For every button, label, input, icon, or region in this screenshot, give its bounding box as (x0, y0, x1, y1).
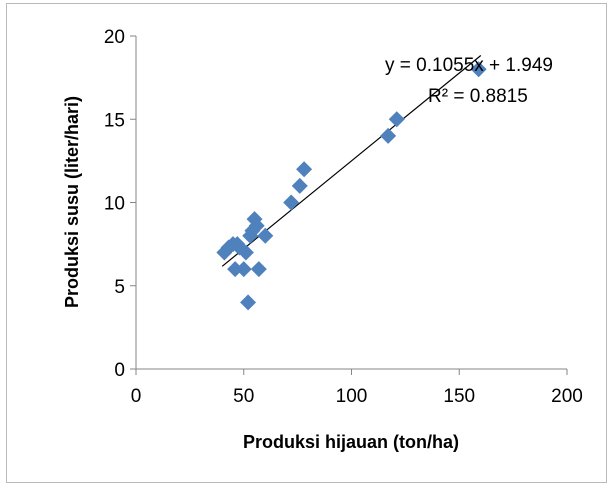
x-tick-label: 200 (551, 386, 583, 407)
data-point (291, 177, 308, 194)
y-tick-label: 0 (114, 360, 125, 381)
x-tick-label: 100 (336, 386, 368, 407)
data-point (240, 294, 257, 311)
data-point (257, 227, 274, 244)
x-tick-label: 50 (233, 386, 254, 407)
trendline-equation: y = 0.1055x + 1.949 (385, 55, 553, 76)
data-point (235, 261, 252, 278)
data-point (283, 194, 300, 211)
data-point (227, 261, 244, 278)
r-squared-label: R² = 0.8815 (428, 86, 528, 107)
y-tick-label: 10 (104, 194, 125, 215)
y-tick-label: 5 (114, 277, 125, 298)
x-axis-title: Produksi hijauan (ton/ha) (243, 432, 459, 452)
data-point (250, 261, 267, 278)
chart-area (6, 3, 607, 483)
x-ticks: 0 50 100 150 200 (131, 369, 583, 407)
data-point (248, 217, 265, 234)
x-tick-label: 0 (131, 386, 142, 407)
y-axis-title: Produksi susu (liter/hari) (62, 96, 82, 308)
data-point (296, 161, 313, 178)
y-tick-label: 15 (104, 110, 125, 131)
y-tick-label: 20 (104, 27, 125, 48)
data-point (470, 61, 487, 78)
data-point (380, 127, 397, 144)
data-points (216, 61, 487, 311)
x-tick-label: 150 (443, 386, 475, 407)
data-point (237, 244, 254, 261)
data-point (388, 111, 405, 128)
y-ticks: 0 5 10 15 20 (104, 27, 136, 381)
